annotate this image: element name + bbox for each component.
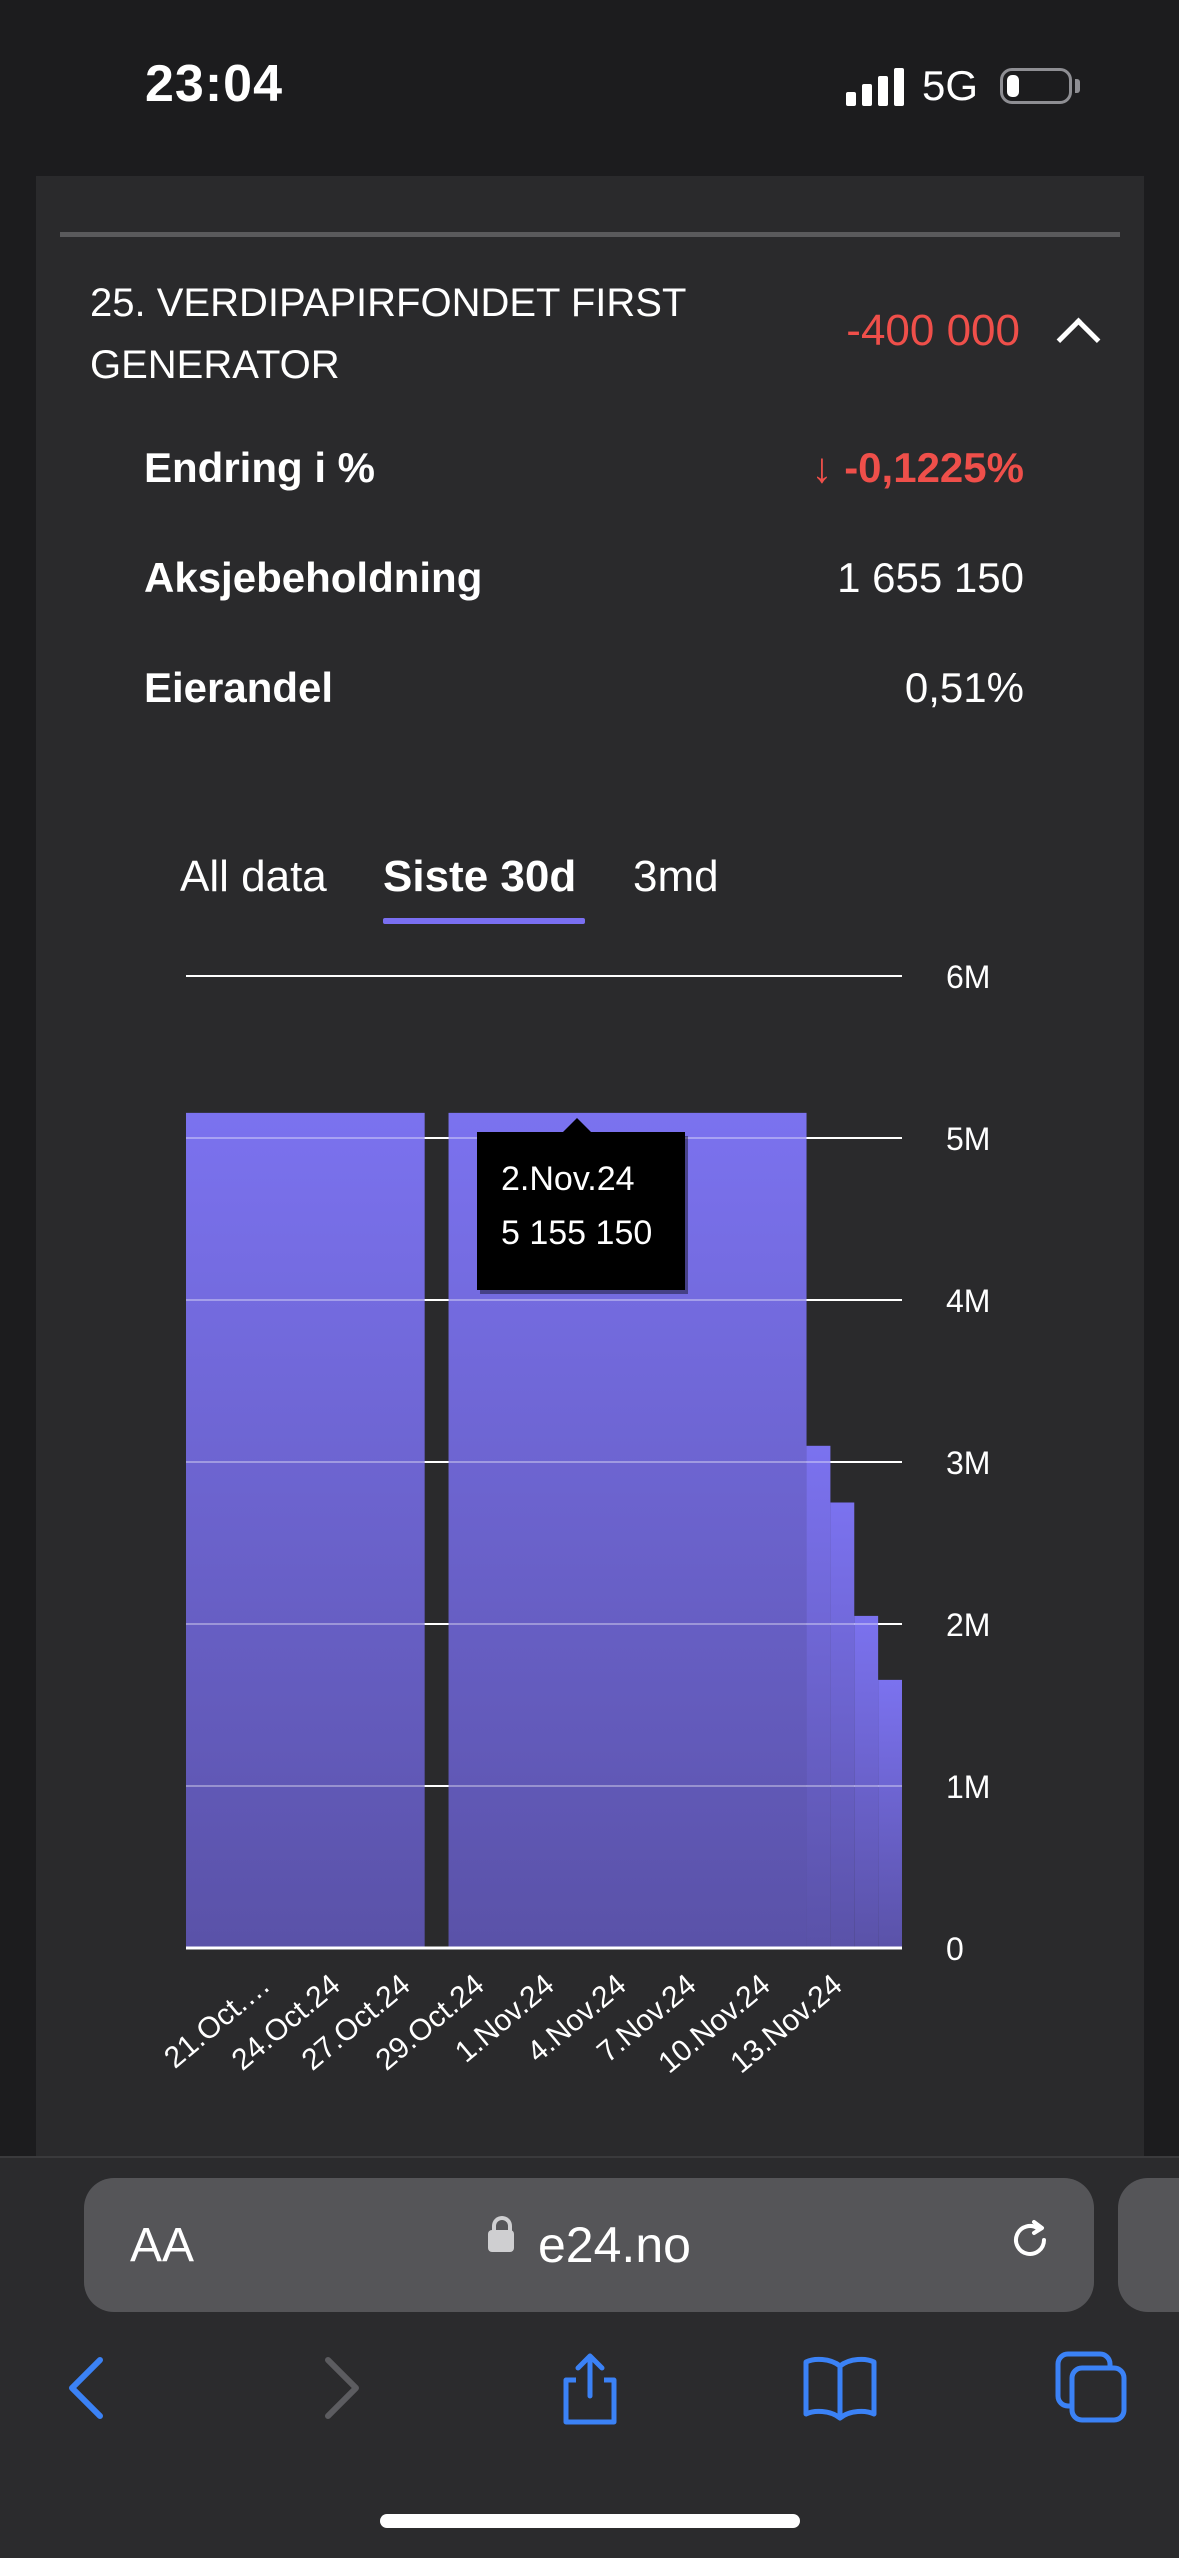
detail-row-holding: Aksjebeholdning 1 655 150 [144,554,1024,624]
text-size-button[interactable]: AA [130,2219,195,2272]
home-indicator [380,2514,800,2528]
holding-card: 25. VERDIPAPIRFONDET FIRST GENERATOR -40… [36,176,1144,2156]
tooltip-pointer [563,1118,591,1132]
tooltip-date: 2.Nov.24 [501,1160,635,1198]
battery-icon [1000,68,1072,104]
network-type: 5G [922,62,979,109]
detail-row-change-percent: Endring i % ↓ -0,1225% [144,444,1024,514]
forward-icon[interactable] [300,2348,380,2428]
tooltip-box [477,1132,685,1290]
row-divider [60,232,1120,237]
holding-title[interactable]: 25. VERDIPAPIRFONDET FIRST GENERATOR [90,281,686,387]
chart-area-step[interactable] [186,1112,425,1948]
detail-label: Eierandel [144,664,334,711]
tabs-icon[interactable] [1052,2348,1132,2428]
address-bar[interactable]: AA e24.no [84,2178,1094,2312]
next-tab-peek[interactable] [1118,2178,1179,2312]
chart-area-step[interactable] [854,1615,879,1948]
share-icon[interactable] [550,2348,630,2428]
tooltip-value: 5 155 150 [501,1214,652,1252]
chart-area-step[interactable] [806,1445,831,1948]
detail-value: 1 655 150 [837,554,1024,601]
chart-area-step[interactable] [830,1502,855,1949]
detail-label: Aksjebeholdning [144,554,483,601]
bookmarks-icon[interactable] [800,2348,880,2428]
y-tick-label: 2M [946,1607,990,1643]
detail-value: 0,51% [904,664,1024,711]
status-bar: 23:04 5G [0,0,1179,176]
detail-row-ownership: Eierandel 0,51% [144,664,1024,734]
y-tick-label: 0 [946,1931,964,1967]
chart-area-step[interactable] [878,1679,902,1948]
holding-change: -400 000 [846,306,1020,355]
clock: 23:04 [145,55,283,113]
detail-label: Endring i % [144,444,375,491]
lock-icon [488,2216,514,2252]
back-icon[interactable] [48,2348,128,2428]
tab-3md[interactable]: 3md [633,852,719,901]
y-tick-label: 4M [946,1283,990,1319]
y-tick-label: 6M [946,959,990,995]
tab-last-30d[interactable]: Siste 30d [383,852,577,901]
battery-cap [1075,79,1080,93]
tab-all-data[interactable]: All data [180,852,327,901]
detail-value: ↓ -0,1225% [811,444,1024,491]
cellular-signal-icon [846,66,906,106]
y-tick-label: 5M [946,1121,990,1157]
y-tick-label: 1M [946,1769,990,1805]
active-tab-indicator [383,918,585,924]
url-text[interactable]: e24.no [538,2217,691,2273]
reload-icon[interactable] [1006,2216,1054,2264]
y-tick-label: 3M [946,1445,990,1481]
